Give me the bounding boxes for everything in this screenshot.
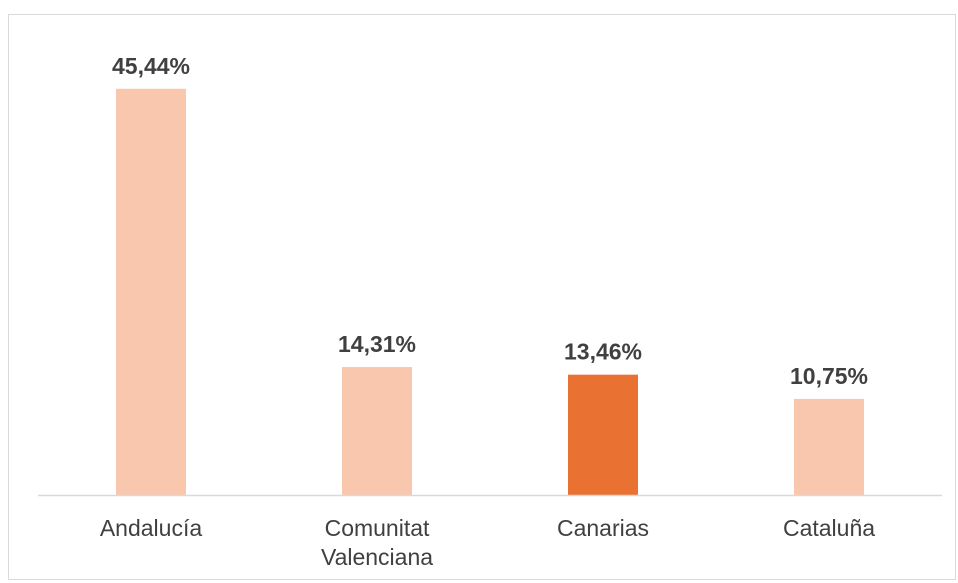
data-label-1: 14,31% — [338, 331, 416, 357]
category-label-1-line-0: Comunitat — [325, 515, 430, 541]
category-label-2: Canarias — [557, 515, 649, 541]
data-label-0: 45,44% — [112, 53, 190, 79]
bar-3 — [794, 398, 864, 495]
bar-0 — [116, 88, 186, 495]
bars-group — [116, 88, 864, 495]
data-label-2: 13,46% — [564, 339, 642, 365]
category-labels-group: Andalucía Comunitat Valenciana Canarias Cata… — [100, 515, 875, 570]
data-labels-group: 45,44% 14,31% 13,46% 10,75% — [112, 53, 868, 389]
bar-2 — [568, 374, 638, 495]
data-label-3: 10,75% — [790, 363, 868, 389]
bar-1 — [342, 367, 412, 495]
category-label-0: Andalucía — [100, 515, 203, 541]
category-label-1-line-1: Valenciana — [321, 544, 433, 570]
category-label-3: Cataluña — [783, 515, 875, 541]
